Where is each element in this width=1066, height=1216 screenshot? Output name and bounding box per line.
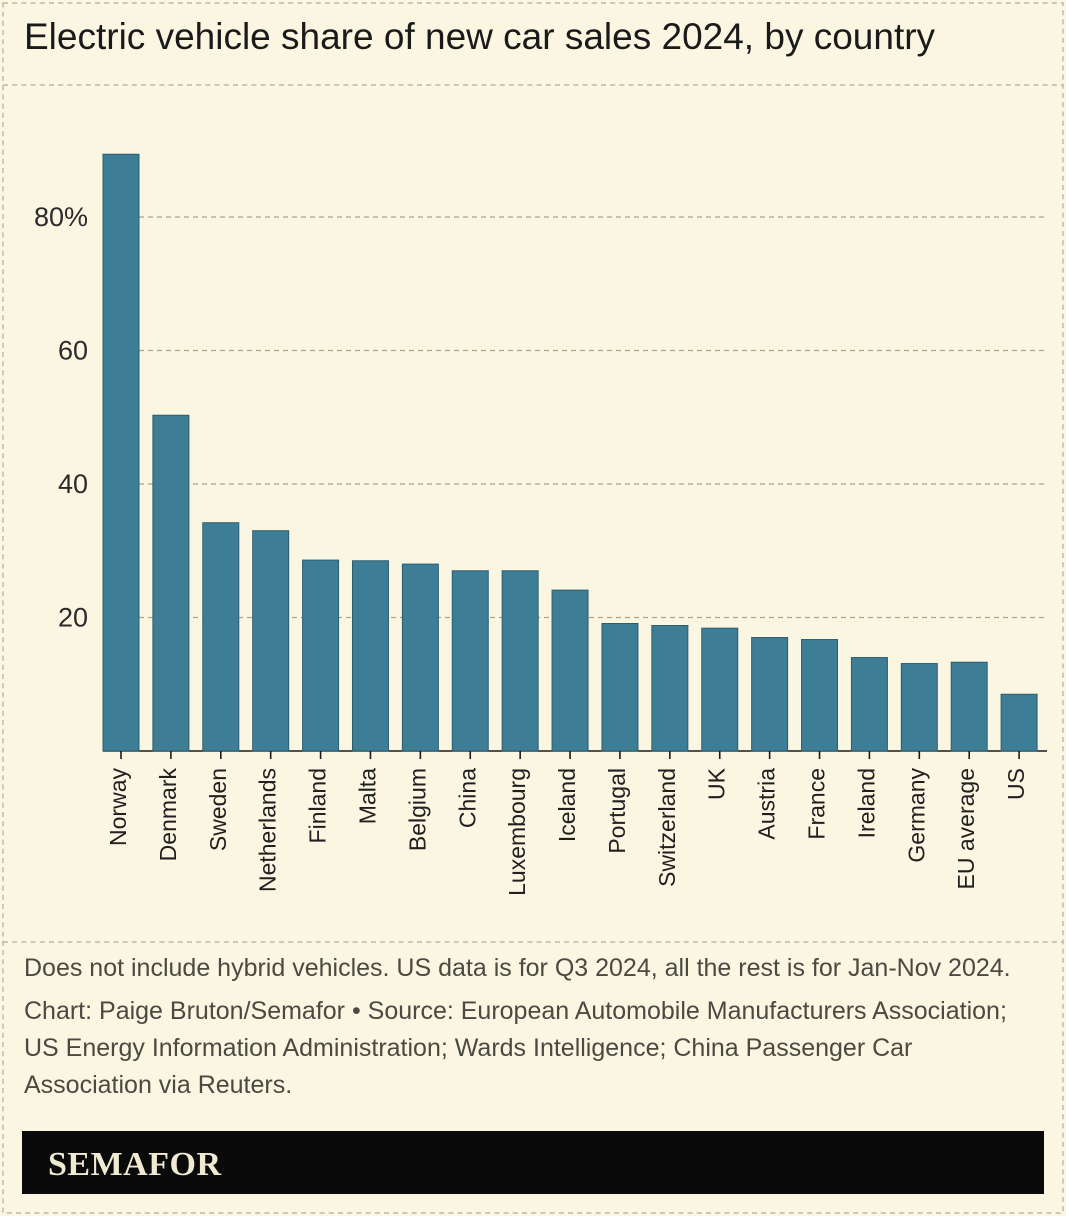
- svg-text:60: 60: [58, 336, 88, 366]
- svg-text:Ireland: Ireland: [853, 768, 879, 838]
- svg-text:Germany: Germany: [903, 768, 929, 863]
- svg-text:Malta: Malta: [354, 768, 380, 824]
- svg-text:EU average: EU average: [953, 768, 979, 889]
- svg-text:Luxembourg: Luxembourg: [504, 768, 530, 896]
- svg-text:Finland: Finland: [305, 768, 331, 843]
- svg-text:US: US: [1003, 768, 1029, 800]
- svg-text:80%: 80%: [34, 202, 88, 232]
- svg-text:Netherlands: Netherlands: [255, 768, 281, 892]
- svg-text:Switzerland: Switzerland: [654, 768, 680, 887]
- svg-text:France: France: [804, 768, 830, 840]
- svg-text:Belgium: Belgium: [404, 768, 430, 851]
- svg-text:Iceland: Iceland: [554, 768, 580, 842]
- svg-text:UK: UK: [704, 767, 730, 800]
- svg-text:Austria: Austria: [754, 768, 780, 840]
- svg-text:40: 40: [58, 469, 88, 499]
- svg-text:20: 20: [58, 603, 88, 633]
- svg-text:Denmark: Denmark: [155, 768, 181, 862]
- svg-text:Norway: Norway: [105, 768, 131, 846]
- svg-text:Sweden: Sweden: [205, 768, 231, 851]
- svg-text:China: China: [454, 768, 480, 828]
- svg-text:Portugal: Portugal: [604, 768, 630, 854]
